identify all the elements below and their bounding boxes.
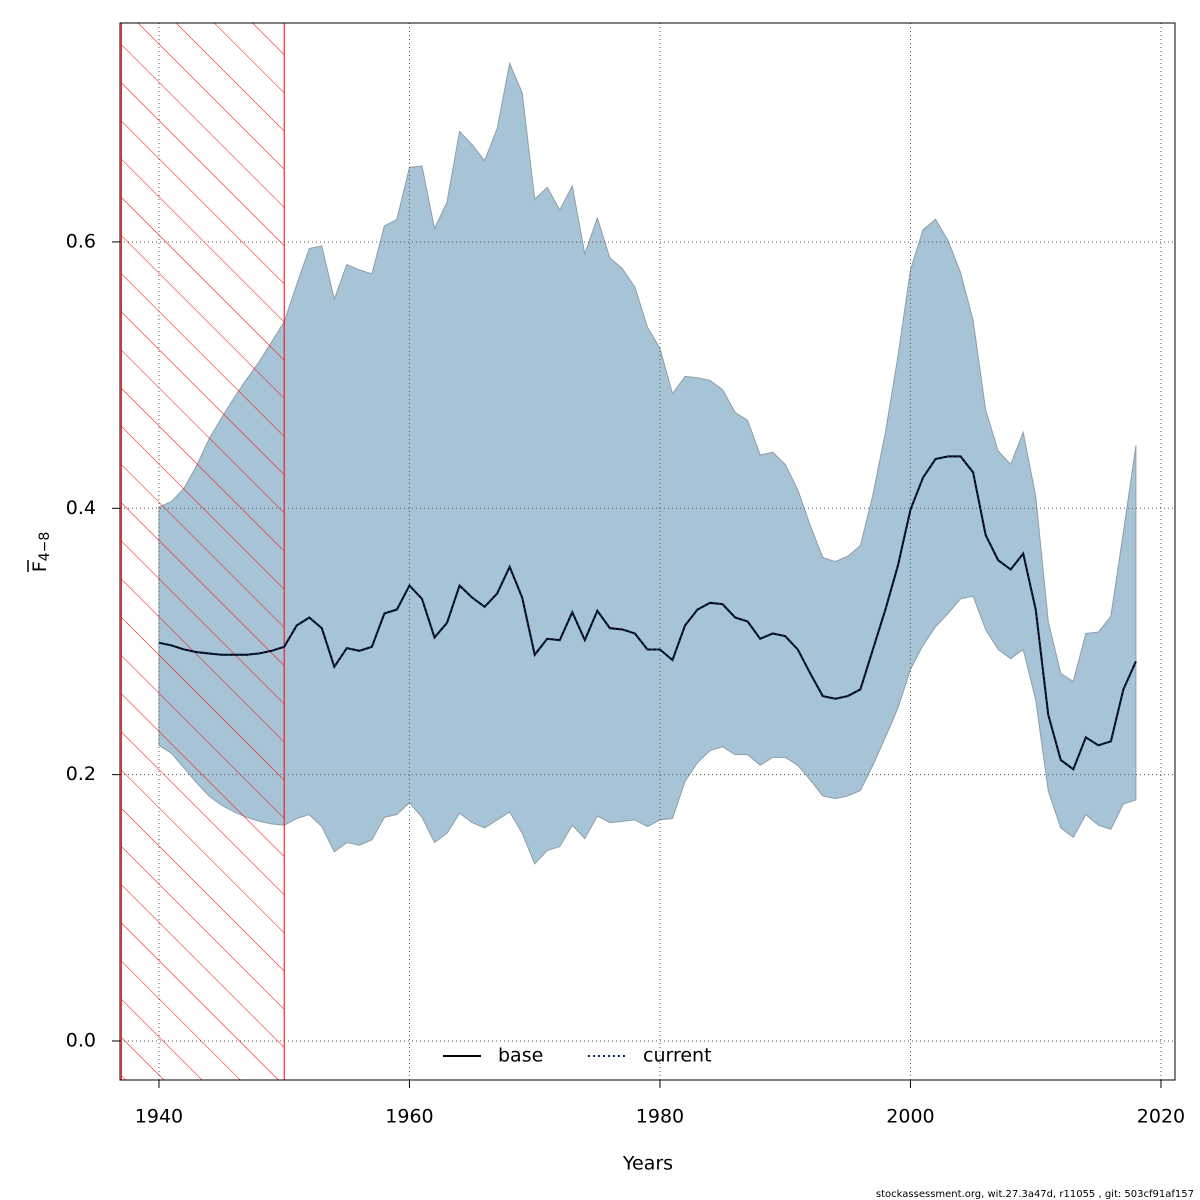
footer: stockassessment.org, wit.27.3a47d, r1105… (876, 1189, 1194, 1200)
hatched-region (120, 23, 285, 1080)
confidence-band (158, 61, 1137, 865)
x-tick-label: 2020 (1137, 1106, 1185, 1128)
x-tick-label: 1940 (135, 1106, 183, 1128)
y-tick-label: 0.6 (66, 230, 96, 252)
y-label-main: F (29, 561, 51, 572)
plot-area (120, 23, 1175, 1080)
x-tick-label: 1980 (636, 1106, 684, 1128)
x-tick-label: 1960 (385, 1106, 433, 1128)
plot-frame (119, 22, 1176, 1081)
legend-label: base (498, 1045, 543, 1067)
x-tick-label: 2000 (886, 1106, 934, 1128)
series-line (158, 455, 1137, 771)
y-axis-label: F4−8 (27, 532, 54, 572)
legend-label: current (643, 1045, 712, 1067)
y-tick-label: 0.2 (66, 763, 96, 785)
y-tick-label: 0.0 (66, 1029, 96, 1051)
x-axis-label: Years (622, 1153, 673, 1175)
y-label-sub: 4−8 (37, 532, 53, 562)
y-tick-label: 0.4 (66, 497, 96, 519)
y-axis-label-text: F4−8 (29, 532, 54, 572)
